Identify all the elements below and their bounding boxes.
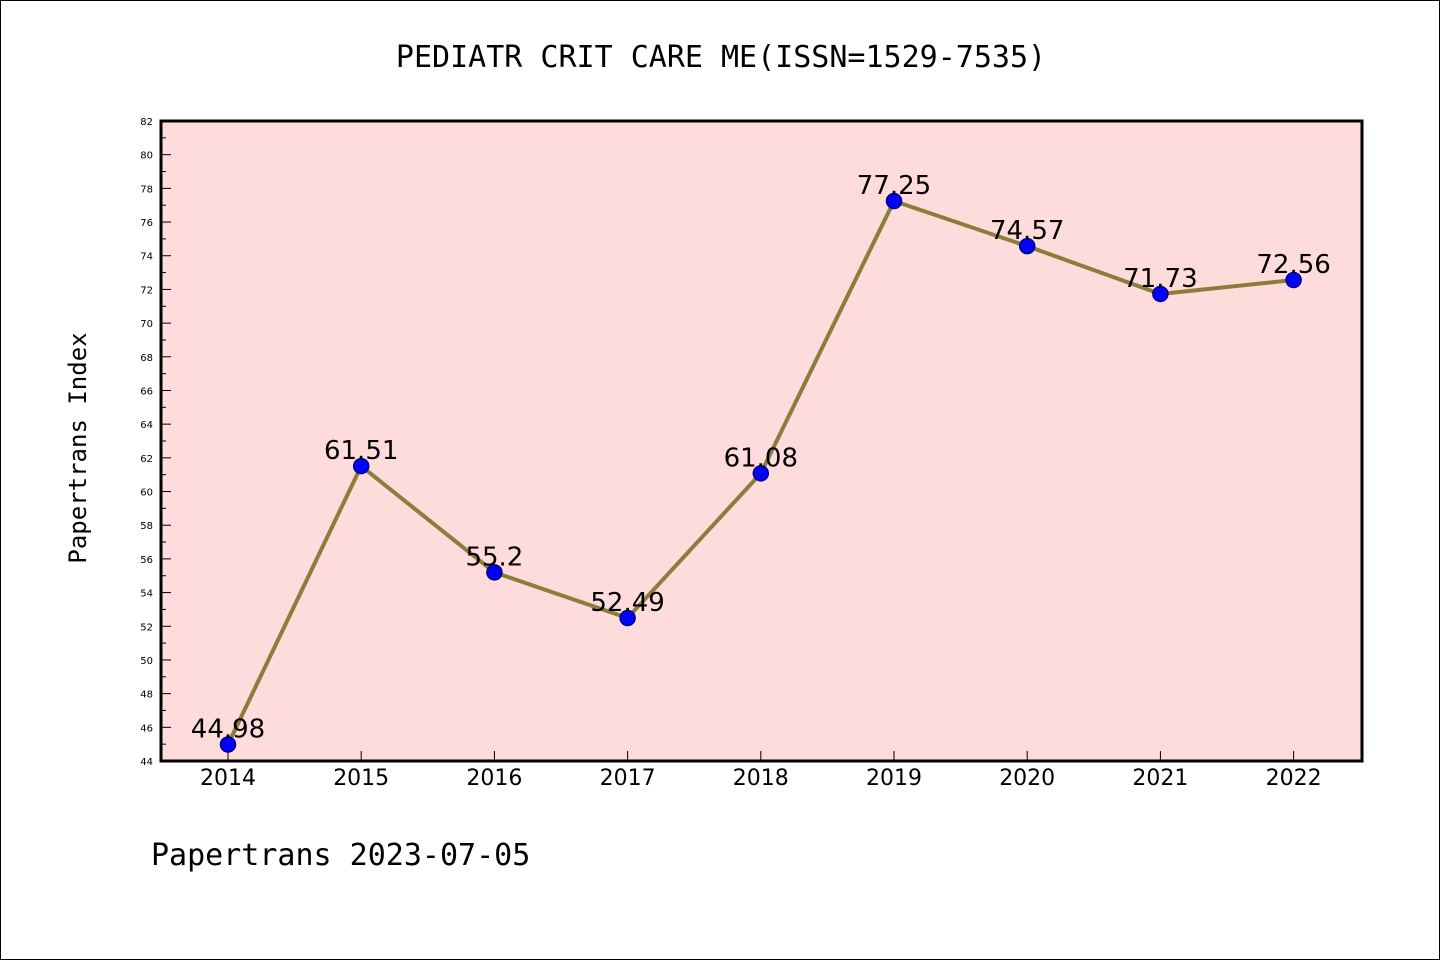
y-tick-label: 44 bbox=[140, 757, 153, 768]
x-tick-label: 2022 bbox=[1266, 766, 1322, 791]
y-tick-label: 62 bbox=[140, 454, 153, 465]
data-label: 44.98 bbox=[191, 714, 265, 744]
y-tick-label: 48 bbox=[140, 690, 153, 701]
y-tick-label: 66 bbox=[140, 386, 153, 397]
y-tick-label: 82 bbox=[140, 117, 153, 128]
x-axis: 2014 2015 2016 2017 2018 2019 2020 2021 2022 bbox=[200, 751, 1322, 791]
plot-area bbox=[161, 121, 1362, 761]
x-tick-label: 2016 bbox=[466, 766, 522, 791]
plot-border bbox=[159, 119, 1364, 763]
data-point bbox=[1018, 237, 1036, 255]
y-tick-label: 76 bbox=[140, 218, 153, 229]
data-label: 71.73 bbox=[1123, 264, 1197, 294]
data-point bbox=[352, 457, 370, 475]
y-tick-label: 80 bbox=[140, 151, 153, 162]
y-tick-label: 72 bbox=[140, 285, 153, 296]
data-label: 61.08 bbox=[724, 443, 798, 473]
x-tick-label: 2017 bbox=[600, 766, 656, 791]
y-axis: 44 46 48 50 52 54 56 58 60 62 64 66 68 70 72 74 76 78 80 82 bbox=[140, 117, 171, 768]
chart-title: PEDIATR CRIT CARE ME(ISSN=1529-7535) bbox=[396, 40, 1046, 75]
y-tick-label: 74 bbox=[140, 252, 153, 263]
x-tick-label: 2015 bbox=[333, 766, 389, 791]
y-tick-label: 78 bbox=[140, 184, 153, 195]
y-axis-label: Papertrans Index bbox=[64, 332, 92, 563]
data-point bbox=[486, 564, 503, 581]
y-tick-label: 58 bbox=[140, 521, 153, 532]
data-label: 72.56 bbox=[1256, 250, 1330, 280]
y-tick-label: 64 bbox=[140, 420, 153, 431]
data-point bbox=[752, 465, 770, 482]
data-point bbox=[619, 609, 636, 627]
data-point bbox=[885, 192, 903, 210]
y-tick-label: 54 bbox=[140, 589, 153, 600]
data-label: 74.57 bbox=[990, 216, 1064, 246]
y-tick-label: 60 bbox=[140, 488, 153, 499]
data-label: 77.25 bbox=[857, 171, 931, 201]
data-points bbox=[219, 192, 1302, 753]
x-tick-label: 2019 bbox=[866, 766, 922, 791]
data-point bbox=[219, 736, 237, 753]
x-tick-label: 2018 bbox=[733, 766, 789, 791]
data-label: 52.49 bbox=[590, 588, 664, 618]
y-tick-label: 70 bbox=[140, 319, 153, 330]
y-tick-label: 56 bbox=[140, 555, 153, 566]
data-labels: 44.98 61.51 55.2 52.49 61.08 77.25 74.57 71.73 7… bbox=[191, 171, 1331, 744]
data-label: 61.51 bbox=[324, 436, 398, 466]
y-tick-label: 52 bbox=[140, 622, 153, 633]
footer-date: Papertrans 2023-07-05 bbox=[151, 838, 530, 873]
y-tick-label: 68 bbox=[140, 353, 153, 364]
data-label: 55.2 bbox=[465, 542, 523, 572]
x-tick-label: 2021 bbox=[1132, 766, 1188, 791]
x-tick-label: 2020 bbox=[999, 766, 1055, 791]
x-tick-label: 2014 bbox=[200, 766, 256, 791]
y-tick-label: 46 bbox=[140, 723, 153, 734]
y-tick-label: 50 bbox=[140, 656, 153, 667]
data-point bbox=[1285, 271, 1302, 289]
data-point bbox=[1152, 285, 1169, 303]
